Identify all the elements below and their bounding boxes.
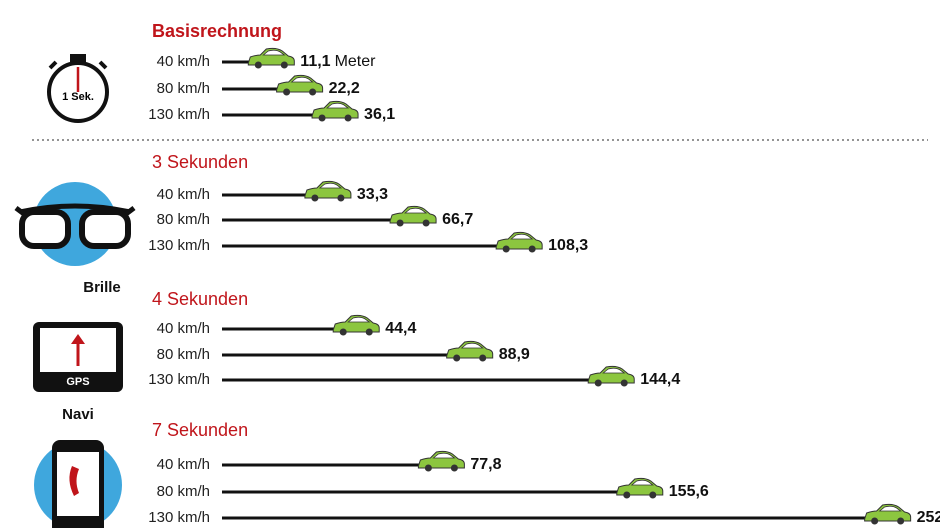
- category-label: 130 km/h: [148, 371, 210, 388]
- car-wheel: [344, 114, 352, 122]
- car-wheel: [283, 88, 291, 96]
- car-body: [417, 450, 465, 469]
- car: [276, 74, 324, 96]
- car-window: [510, 233, 534, 240]
- group-title: 7 Sekunden: [152, 420, 248, 440]
- car: [311, 100, 359, 122]
- car: [389, 205, 437, 227]
- car-wheel: [620, 379, 628, 387]
- category-label: 40 km/h: [157, 186, 210, 203]
- icon-label: Navi: [62, 406, 94, 423]
- car-body: [276, 74, 324, 93]
- car-body: [389, 205, 437, 224]
- car-wheel: [337, 194, 345, 202]
- stopwatch-icon: [47, 54, 109, 123]
- car-wheel: [528, 245, 536, 253]
- car-window: [432, 452, 456, 459]
- car-wheel: [309, 88, 317, 96]
- car-wheel: [254, 61, 262, 69]
- value-label: 77,8: [470, 456, 501, 473]
- car-body: [864, 503, 912, 522]
- category-label: 40 km/h: [157, 456, 210, 473]
- car: [446, 340, 494, 362]
- car-wheel: [422, 219, 430, 227]
- value-label: 144,4: [640, 371, 680, 388]
- value-label: 66,7: [442, 211, 473, 228]
- car: [495, 231, 543, 253]
- category-label: 80 km/h: [157, 211, 210, 228]
- car-wheel: [479, 354, 487, 362]
- value-label: 36,1: [364, 106, 395, 123]
- car-body: [304, 180, 352, 199]
- car: [864, 503, 912, 525]
- car-wheel: [424, 464, 432, 472]
- car-body: [332, 314, 380, 333]
- car-wheel: [623, 491, 631, 499]
- car-body: [616, 477, 664, 496]
- value-label: 88,9: [499, 346, 530, 363]
- group-title: Basisrechnung: [152, 21, 282, 41]
- car-wheel: [450, 464, 458, 472]
- car: [332, 314, 380, 336]
- car-wheel: [502, 245, 510, 253]
- car-window: [403, 207, 428, 214]
- car-wheel: [871, 517, 879, 525]
- car-wheel: [396, 219, 404, 227]
- value-label: 22,2: [329, 80, 360, 97]
- car-window: [318, 182, 343, 189]
- icon-label: Brille: [83, 279, 121, 296]
- category-label: 80 km/h: [157, 483, 210, 500]
- car-window: [602, 367, 626, 374]
- category-label: 40 km/h: [157, 53, 210, 70]
- car-window: [347, 316, 371, 323]
- car-window: [878, 505, 902, 512]
- value-label: 252,8: [917, 509, 940, 526]
- car-wheel: [365, 328, 373, 336]
- car-wheel: [339, 328, 347, 336]
- car-window: [262, 49, 286, 56]
- car: [247, 47, 295, 69]
- car-wheel: [280, 61, 288, 69]
- glasses-icon: [14, 182, 136, 266]
- car-body: [247, 47, 295, 66]
- car-body: [446, 340, 494, 359]
- value-label: 155,6: [669, 483, 709, 500]
- car-window: [325, 102, 350, 109]
- category-label: 80 km/h: [157, 80, 210, 97]
- phone-icon: [34, 440, 122, 528]
- category-label: 130 km/h: [148, 509, 210, 526]
- car-body: [311, 100, 359, 119]
- value-label: 108,3: [548, 237, 588, 254]
- value-label: 33,3: [357, 186, 388, 203]
- icon-text: GPS: [66, 376, 89, 388]
- unit-label: Meter: [335, 53, 377, 70]
- category-label: 80 km/h: [157, 346, 210, 363]
- car: [616, 477, 664, 499]
- car-wheel: [649, 491, 657, 499]
- car: [304, 180, 352, 202]
- car-window: [630, 479, 654, 486]
- category-label: 130 km/h: [148, 237, 210, 254]
- icon-label: 1 Sek.: [62, 91, 94, 103]
- group-title: 3 Sekunden: [152, 152, 248, 172]
- car-wheel: [897, 517, 905, 525]
- group-title: 4 Sekunden: [152, 289, 248, 309]
- car-window: [290, 76, 314, 83]
- car-body: [587, 365, 635, 384]
- car: [417, 450, 465, 472]
- value-label: 44,4: [385, 320, 416, 337]
- category-label: 130 km/h: [148, 106, 210, 123]
- gps-icon: [33, 322, 123, 392]
- car-wheel: [311, 194, 319, 202]
- car-wheel: [453, 354, 461, 362]
- car-wheel: [594, 379, 602, 387]
- car-window: [460, 342, 484, 349]
- category-label: 40 km/h: [157, 320, 210, 337]
- car-body: [495, 231, 543, 250]
- car-wheel: [318, 114, 326, 122]
- value-label: 11,1: [300, 53, 330, 70]
- car: [587, 365, 635, 387]
